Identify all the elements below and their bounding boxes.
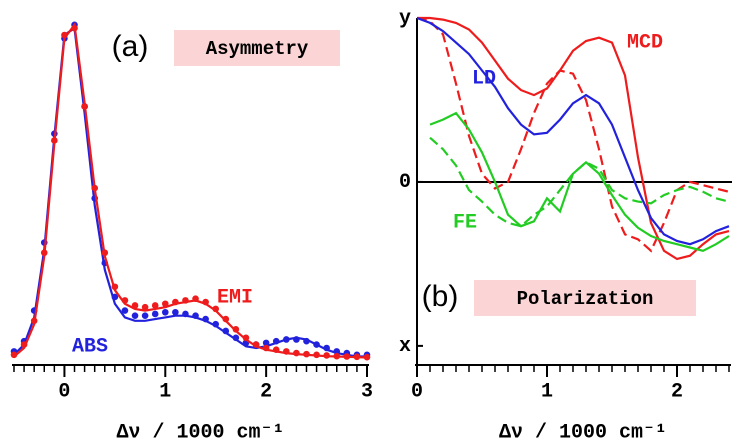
marker [131, 312, 139, 319]
x-tick-label: 2 [671, 380, 683, 403]
marker [222, 327, 230, 335]
y-tick-label: y [399, 7, 411, 30]
annotation-box [174, 30, 340, 66]
marker [141, 312, 149, 319]
marker [111, 283, 119, 291]
marker [262, 344, 270, 352]
marker [283, 336, 290, 343]
marker [40, 249, 48, 257]
marker [30, 317, 38, 325]
line [416, 16, 730, 246]
marker [172, 298, 179, 306]
marker [172, 308, 179, 316]
y-tick-label: x [399, 335, 411, 358]
annotation-box [474, 280, 696, 316]
series-label: ABS [72, 335, 108, 358]
marker [303, 350, 310, 358]
marker [91, 184, 98, 192]
marker [192, 312, 199, 319]
marker [262, 339, 270, 347]
marker [232, 334, 240, 342]
marker [323, 344, 330, 352]
x-tick-label: 0 [58, 380, 70, 403]
marker [272, 346, 280, 353]
marker [202, 298, 209, 306]
panel-label: (b) [422, 280, 459, 313]
marker [51, 137, 58, 144]
marker [71, 24, 78, 32]
marker [212, 320, 220, 328]
marker [151, 302, 159, 309]
annotation: Polarization [517, 288, 654, 310]
line [417, 16, 730, 261]
marker [343, 353, 351, 360]
x-tick-label: 2 [260, 380, 272, 403]
marker [101, 249, 109, 257]
line [429, 111, 730, 252]
series-label: LD [472, 67, 496, 90]
marker [222, 315, 230, 323]
y-tick-label: 0 [399, 171, 411, 194]
marker [252, 341, 260, 348]
marker [363, 353, 371, 361]
marker [283, 348, 290, 355]
marker [202, 315, 209, 323]
x-tick-label: 3 [361, 380, 373, 403]
annotation: Asymmetry [206, 38, 309, 60]
marker [81, 103, 88, 110]
marker [192, 295, 199, 302]
marker [121, 307, 129, 314]
marker [293, 336, 300, 343]
marker [111, 293, 119, 301]
x-axis-label: Δν / 1000 cm⁻¹ [116, 421, 284, 444]
marker [20, 341, 28, 348]
marker [293, 349, 300, 357]
marker [151, 310, 159, 318]
x-axis-label: Δν / 1000 cm⁻¹ [499, 421, 667, 444]
marker [131, 302, 139, 309]
marker [333, 352, 341, 360]
line [13, 21, 368, 359]
marker [333, 348, 341, 355]
marker [10, 351, 18, 359]
marker [242, 334, 250, 342]
marker [161, 308, 169, 316]
line [13, 26, 367, 358]
x-tick-label: 0 [411, 380, 423, 403]
marker [141, 303, 149, 311]
marker [272, 337, 280, 345]
marker [212, 305, 220, 313]
marker [182, 310, 189, 318]
marker [313, 351, 320, 359]
series-label: MCD [627, 31, 663, 54]
marker [121, 297, 129, 304]
marker [232, 325, 240, 333]
marker [353, 353, 361, 361]
marker [323, 352, 330, 359]
x-tick-label: 1 [159, 380, 171, 403]
marker [61, 31, 68, 39]
marker [182, 297, 189, 304]
marker [161, 300, 169, 308]
series-label: EMI [217, 286, 253, 309]
series-label: FE [453, 211, 477, 234]
marker [303, 337, 310, 345]
marker [313, 341, 320, 348]
panel-label: (a) [112, 30, 149, 63]
x-tick-label: 1 [541, 380, 553, 403]
